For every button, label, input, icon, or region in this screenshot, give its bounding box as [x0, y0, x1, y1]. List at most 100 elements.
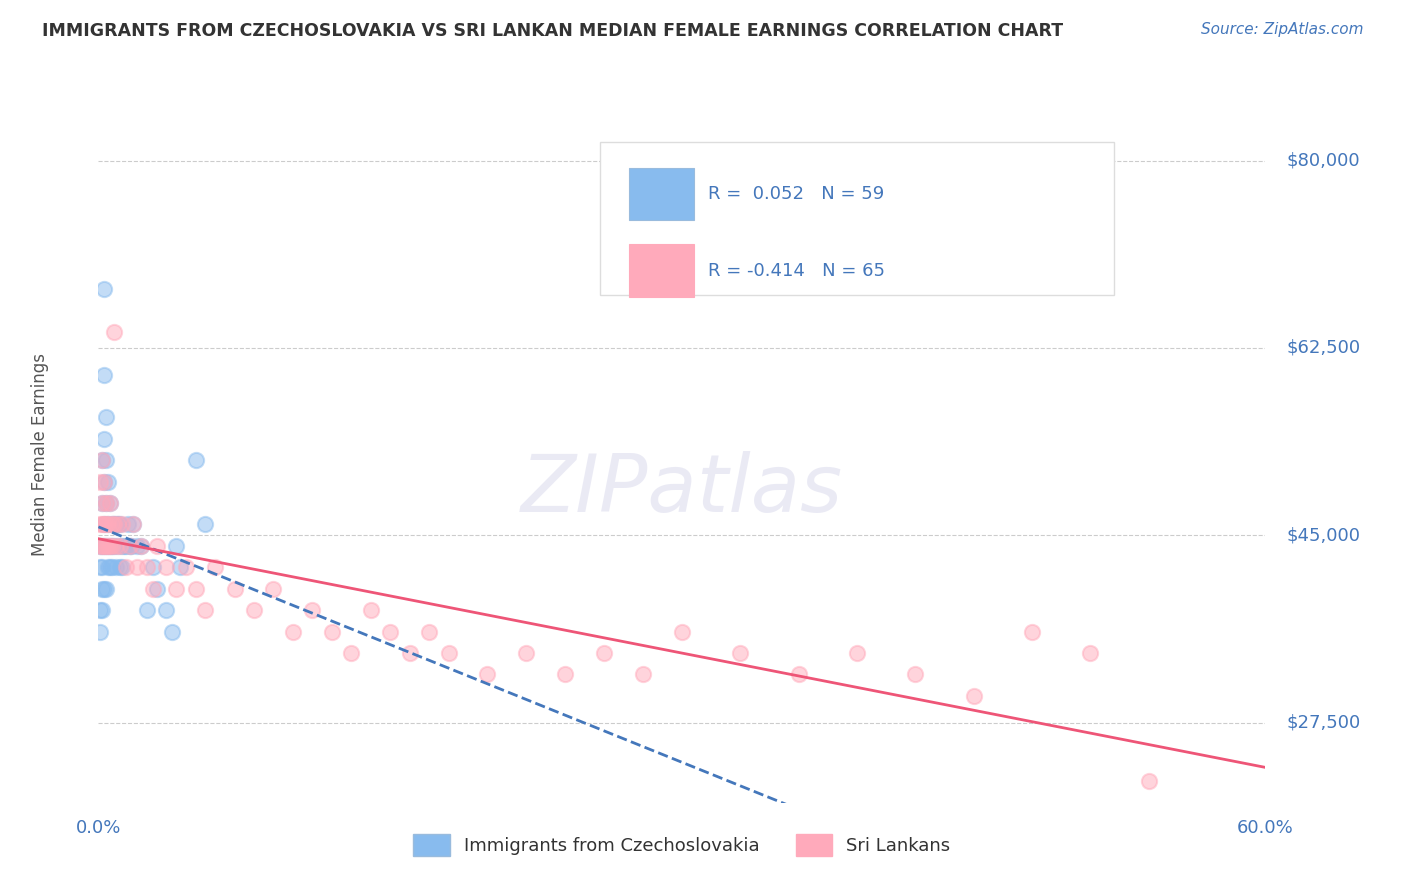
Point — [93, 282, 115, 296]
Point — [118, 539, 141, 553]
Point — [129, 539, 152, 553]
Point — [845, 646, 868, 660]
Point — [127, 560, 149, 574]
Point — [93, 517, 115, 532]
Point — [101, 539, 124, 553]
Point — [91, 453, 114, 467]
Point — [93, 539, 115, 553]
Point — [142, 560, 165, 574]
Point — [98, 539, 121, 553]
Point — [93, 368, 115, 382]
Point — [146, 582, 169, 596]
Point — [593, 646, 616, 660]
Point — [515, 646, 537, 660]
Text: ZIPatlas: ZIPatlas — [520, 450, 844, 529]
Point — [89, 475, 111, 489]
Point — [1137, 774, 1160, 789]
Point — [224, 582, 246, 596]
Point — [97, 517, 120, 532]
Text: Median Female Earnings: Median Female Earnings — [31, 353, 49, 557]
Text: $62,500: $62,500 — [1286, 339, 1361, 357]
Point — [103, 517, 125, 532]
Point — [93, 475, 115, 489]
Text: R =  0.052   N = 59: R = 0.052 N = 59 — [707, 185, 884, 203]
Point — [101, 560, 124, 574]
Point — [97, 539, 120, 553]
Point — [122, 517, 145, 532]
Point — [262, 582, 284, 596]
Point — [129, 539, 152, 553]
Point — [96, 539, 118, 553]
Point — [108, 539, 131, 553]
Point — [554, 667, 576, 681]
Point — [91, 603, 114, 617]
Point — [117, 517, 139, 532]
Point — [1080, 646, 1102, 660]
Point — [194, 517, 217, 532]
Point — [340, 646, 363, 660]
Point — [477, 667, 499, 681]
Text: IMMIGRANTS FROM CZECHOSLOVAKIA VS SRI LANKAN MEDIAN FEMALE EARNINGS CORRELATION : IMMIGRANTS FROM CZECHOSLOVAKIA VS SRI LA… — [42, 22, 1063, 40]
Point — [671, 624, 693, 639]
Point — [155, 560, 177, 574]
Point — [194, 603, 217, 617]
Point — [93, 582, 115, 596]
Point — [96, 410, 118, 425]
Point — [104, 560, 127, 574]
Point — [98, 496, 121, 510]
Point — [96, 496, 118, 510]
Point — [91, 539, 114, 553]
Point — [91, 539, 114, 553]
Text: R = -0.414   N = 65: R = -0.414 N = 65 — [707, 261, 884, 279]
Point — [321, 624, 343, 639]
Point — [114, 560, 136, 574]
Point — [103, 539, 125, 553]
Point — [91, 453, 114, 467]
Point — [104, 517, 127, 532]
Point — [101, 517, 124, 532]
Point — [121, 539, 143, 553]
Point — [165, 582, 187, 596]
Point — [107, 539, 129, 553]
Point — [103, 517, 125, 532]
Point — [98, 560, 121, 574]
Point — [904, 667, 927, 681]
Point — [631, 667, 654, 681]
Point — [93, 432, 115, 446]
Point — [122, 517, 145, 532]
Point — [91, 496, 114, 510]
Point — [184, 453, 207, 467]
Point — [97, 475, 120, 489]
Point — [96, 582, 118, 596]
Point — [89, 603, 111, 617]
Point — [243, 603, 266, 617]
Bar — [630, 168, 693, 220]
Point — [104, 539, 127, 553]
Point — [89, 517, 111, 532]
Point — [962, 689, 984, 703]
Point — [107, 517, 129, 532]
Point — [360, 603, 382, 617]
Point — [169, 560, 191, 574]
Point — [787, 667, 810, 681]
Point — [89, 539, 111, 553]
Point — [398, 646, 420, 660]
Point — [103, 325, 125, 339]
Point — [96, 517, 118, 532]
Point — [97, 517, 120, 532]
Bar — [630, 244, 693, 297]
Point — [111, 560, 134, 574]
Point — [204, 560, 226, 574]
Point — [118, 539, 141, 553]
Point — [155, 603, 177, 617]
Point — [437, 646, 460, 660]
Point — [108, 560, 131, 574]
Point — [136, 603, 159, 617]
Point — [174, 560, 197, 574]
Point — [184, 582, 207, 596]
Point — [127, 539, 149, 553]
Point — [114, 539, 136, 553]
Text: Source: ZipAtlas.com: Source: ZipAtlas.com — [1201, 22, 1364, 37]
Point — [96, 453, 118, 467]
Point — [89, 539, 111, 553]
